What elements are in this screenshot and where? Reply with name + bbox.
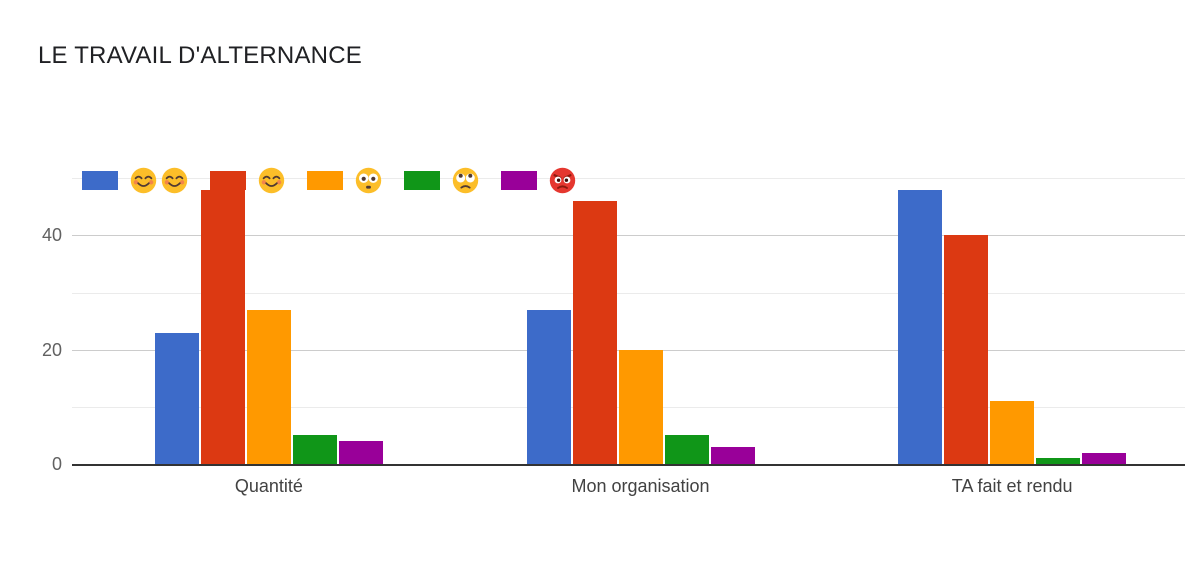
legend-item-surprised bbox=[307, 167, 382, 194]
legend-swatch-unamused bbox=[404, 171, 440, 190]
gridline-major-40 bbox=[72, 235, 1185, 237]
legend-emoji-group-very-satisfied bbox=[130, 167, 188, 194]
y-axis-tick-label-20: 20 bbox=[41, 339, 62, 360]
bar-angry-ta-fait-et-rendu[interactable] bbox=[1082, 452, 1127, 464]
legend-swatch-surprised bbox=[307, 171, 343, 190]
legend-swatch-very-satisfied bbox=[82, 171, 118, 190]
bar-satisfied-quantite[interactable] bbox=[200, 189, 245, 464]
bar-group-quantite bbox=[83, 149, 455, 464]
legend-swatch-satisfied bbox=[210, 171, 246, 190]
legend-emoji-group-unamused bbox=[452, 167, 479, 194]
bar-satisfied-mon-organisation[interactable] bbox=[572, 201, 617, 464]
bar-surprised-mon-organisation[interactable] bbox=[618, 349, 663, 464]
smiling-face-icon bbox=[258, 167, 285, 194]
bar-group-mon-organisation bbox=[455, 149, 827, 464]
legend-swatch-angry bbox=[501, 171, 537, 190]
bar-angry-mon-organisation[interactable] bbox=[710, 446, 755, 464]
bar-very-satisfied-quantite[interactable] bbox=[154, 332, 199, 464]
bar-very-satisfied-ta-fait-et-rendu[interactable] bbox=[898, 189, 943, 464]
legend-emoji-group-angry bbox=[549, 167, 576, 194]
bar-angry-quantite[interactable] bbox=[338, 441, 383, 464]
plot-bars bbox=[83, 149, 1198, 464]
category-label-quantite: Quantité bbox=[234, 476, 303, 496]
bar-surprised-ta-fait-et-rendu[interactable] bbox=[990, 401, 1035, 464]
gridline-minor-30 bbox=[72, 292, 1185, 294]
category-label-mon-organisation: Mon organisation bbox=[571, 476, 710, 496]
bar-satisfied-ta-fait-et-rendu[interactable] bbox=[944, 235, 989, 464]
eye-roll-face-icon bbox=[452, 167, 479, 194]
smiling-face-icon bbox=[161, 167, 188, 194]
legend-item-satisfied bbox=[210, 167, 285, 194]
legend-emoji-group-surprised bbox=[355, 167, 382, 194]
smiling-face-icon bbox=[130, 167, 157, 194]
legend-item-unamused bbox=[404, 167, 479, 194]
legend bbox=[82, 167, 576, 194]
legend-item-very-satisfied bbox=[82, 167, 188, 194]
bar-unamused-mon-organisation[interactable] bbox=[664, 435, 709, 464]
flushed-face-icon bbox=[355, 167, 382, 194]
x-axis-baseline bbox=[72, 464, 1185, 466]
bar-group-ta-fait-et-rendu bbox=[826, 149, 1198, 464]
angry-face-icon bbox=[549, 167, 576, 194]
legend-emoji-group-satisfied bbox=[258, 167, 285, 194]
x-axis-labels: Quantité Mon organisation TA fait et rendu bbox=[83, 476, 1198, 497]
y-axis-tick-label-40: 40 bbox=[41, 225, 62, 246]
bar-unamused-ta-fait-et-rendu[interactable] bbox=[1036, 458, 1081, 464]
category-label-ta-fait-et-rendu: TA fait et rendu bbox=[951, 476, 1073, 496]
bar-unamused-quantite[interactable] bbox=[292, 435, 337, 464]
y-axis-tick-label-0: 0 bbox=[51, 454, 62, 474]
legend-item-angry bbox=[501, 167, 576, 194]
bar-surprised-quantite[interactable] bbox=[246, 309, 291, 464]
bar-very-satisfied-mon-organisation[interactable] bbox=[526, 309, 571, 464]
chart-title: LE TRAVAIL D'ALTERNANCE bbox=[38, 42, 362, 69]
gridline-minor-50 bbox=[72, 178, 1185, 180]
